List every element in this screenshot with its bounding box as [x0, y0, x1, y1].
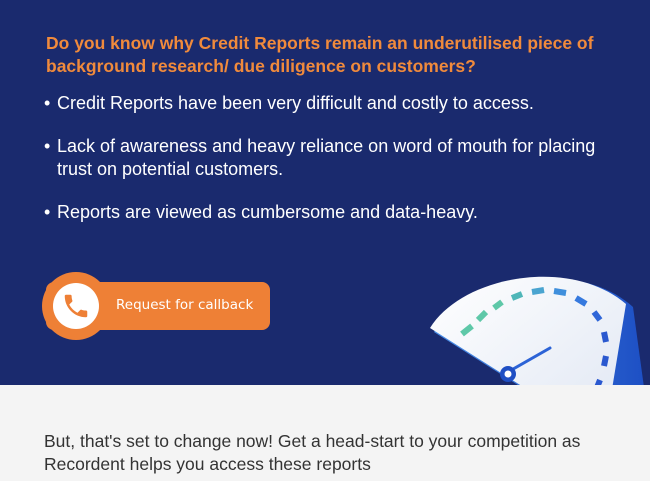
reason-item: Credit Reports have been very difficult … [44, 92, 624, 115]
bottom-message: But, that's set to change now! Get a hea… [44, 431, 581, 474]
hero-section: Do you know why Credit Reports remain an… [0, 0, 650, 385]
phone-icon [53, 283, 99, 329]
phone-badge [42, 272, 110, 340]
reason-item: Reports are viewed as cumbersome and dat… [44, 201, 624, 224]
question-heading: Do you know why Credit Reports remain an… [46, 33, 594, 76]
speedometer-gauge-icon [430, 276, 644, 385]
request-callback-label: Request for callback [116, 297, 254, 313]
reason-item: Lack of awareness and heavy reliance on … [44, 135, 624, 181]
reasons-list: Credit Reports have been very difficult … [44, 92, 624, 244]
request-callback-button[interactable]: Request for callback [42, 272, 270, 340]
